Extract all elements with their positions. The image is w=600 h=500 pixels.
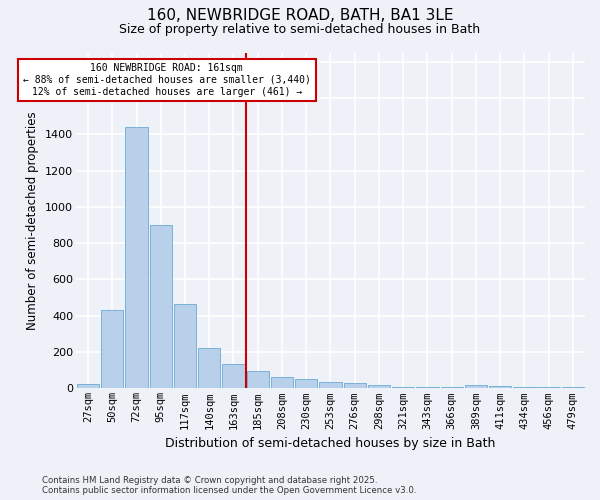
Bar	[513, 387, 536, 388]
Bar	[562, 387, 584, 388]
Text: Contains HM Land Registry data © Crown copyright and database right 2025.
Contai: Contains HM Land Registry data © Crown c…	[42, 476, 416, 495]
Bar	[77, 384, 99, 388]
Bar	[125, 127, 148, 388]
Text: Size of property relative to semi-detached houses in Bath: Size of property relative to semi-detach…	[119, 22, 481, 36]
Bar	[538, 387, 560, 388]
Text: 160 NEWBRIDGE ROAD: 161sqm
← 88% of semi-detached houses are smaller (3,440)
12%: 160 NEWBRIDGE ROAD: 161sqm ← 88% of semi…	[23, 64, 311, 96]
Bar	[101, 310, 124, 388]
Bar	[368, 385, 390, 388]
Bar	[198, 348, 220, 389]
Y-axis label: Number of semi-detached properties: Number of semi-detached properties	[26, 111, 40, 330]
X-axis label: Distribution of semi-detached houses by size in Bath: Distribution of semi-detached houses by …	[165, 437, 496, 450]
Bar	[344, 383, 366, 388]
Bar	[271, 378, 293, 388]
Bar	[223, 364, 245, 388]
Bar	[489, 386, 511, 388]
Text: 160, NEWBRIDGE ROAD, BATH, BA1 3LE: 160, NEWBRIDGE ROAD, BATH, BA1 3LE	[147, 8, 453, 22]
Bar	[319, 382, 341, 388]
Bar	[465, 385, 487, 388]
Bar	[295, 380, 317, 388]
Bar	[392, 387, 415, 388]
Bar	[247, 371, 269, 388]
Bar	[174, 304, 196, 388]
Bar	[149, 225, 172, 388]
